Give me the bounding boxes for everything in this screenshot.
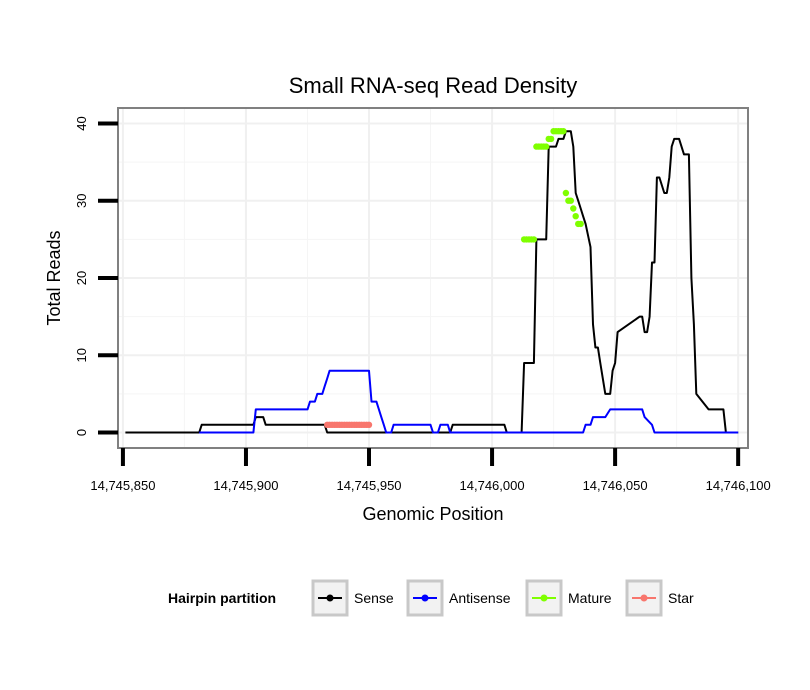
series-points-star xyxy=(324,421,373,428)
legend-item-star: Star xyxy=(625,579,694,617)
x-tick-label: 14,745,900 xyxy=(213,478,278,493)
point-mature xyxy=(567,197,574,204)
y-tick-label: 30 xyxy=(74,193,89,207)
legend-label-star: Star xyxy=(668,590,694,606)
x-tick-label: 14,745,850 xyxy=(90,478,155,493)
legend-label-mature: Mature xyxy=(568,590,612,606)
legend-key-point-antisense xyxy=(421,594,429,602)
point-star xyxy=(365,421,373,428)
chart-title: Small RNA-seq Read Density xyxy=(289,73,578,98)
legend-label-sense: Sense xyxy=(354,590,394,606)
grid xyxy=(118,108,748,448)
series-line-sense xyxy=(125,130,739,434)
y-tick-label: 0 xyxy=(74,429,89,436)
legend-key-point-mature xyxy=(540,594,548,602)
legend: Hairpin partition Sense Antisense Mature St… xyxy=(168,579,694,617)
x-axis: 14,745,850 14,745,900 14,745,950 14,746,000… xyxy=(90,448,771,493)
legend-key-point-sense xyxy=(326,594,334,602)
series-layer xyxy=(125,128,739,434)
legend-item-antisense: Antisense xyxy=(406,579,511,617)
point-mature xyxy=(560,128,567,135)
x-tick-label: 14,746,050 xyxy=(583,478,648,493)
x-tick-label: 14,746,100 xyxy=(706,478,771,493)
y-tick-label: 20 xyxy=(74,271,89,285)
point-mature xyxy=(530,236,538,243)
y-axis-title: Total Reads xyxy=(44,230,64,325)
x-tick-label: 14,746,000 xyxy=(460,478,525,493)
point-mature xyxy=(543,143,550,150)
point-mature xyxy=(577,220,584,228)
point-mature xyxy=(572,213,579,220)
x-axis-title: Genomic Position xyxy=(362,504,503,524)
y-axis: 0 10 20 30 40 xyxy=(74,116,118,436)
y-tick-label: 40 xyxy=(74,116,89,130)
series-line-antisense xyxy=(199,369,739,434)
legend-label-antisense: Antisense xyxy=(449,590,511,606)
legend-key-point-star xyxy=(640,594,648,602)
legend-item-sense: Sense xyxy=(311,579,394,617)
y-tick-label: 10 xyxy=(74,348,89,362)
x-tick-label: 14,745,950 xyxy=(336,478,401,493)
legend-title: Hairpin partition xyxy=(168,590,276,606)
point-mature xyxy=(547,135,555,143)
series-points-mature xyxy=(520,128,584,243)
point-mature xyxy=(570,205,577,212)
point-mature xyxy=(562,189,570,197)
legend-item-mature: Mature xyxy=(525,579,612,617)
